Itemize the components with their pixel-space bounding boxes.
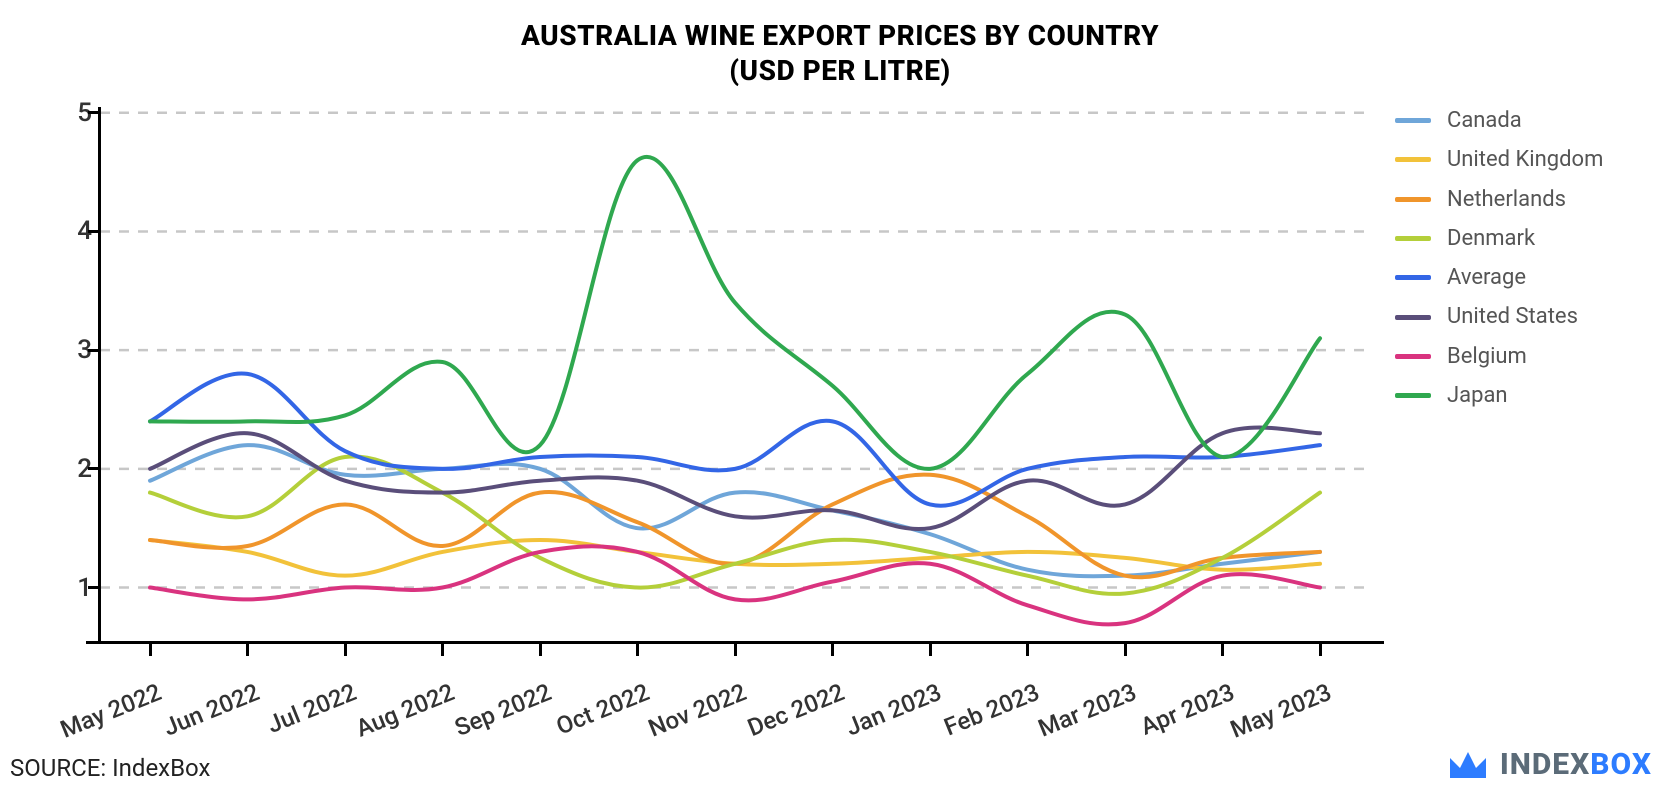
legend-item[interactable]: Denmark: [1395, 226, 1665, 251]
x-tick-mark: [831, 644, 834, 656]
series-line: [150, 540, 1320, 576]
brand-text-prefix: INDEX: [1500, 747, 1590, 782]
brand-logo: INDEXBOX: [1446, 744, 1652, 784]
x-tick-mark: [246, 644, 249, 656]
x-tick-mark: [149, 644, 152, 656]
x-tick-mark: [1026, 644, 1029, 656]
legend-swatch: [1395, 157, 1431, 162]
x-tick-mark: [1319, 644, 1322, 656]
legend-item[interactable]: Canada: [1395, 108, 1665, 133]
chart-title: AUSTRALIA WINE EXPORT PRICES BY COUNTRY …: [0, 18, 1680, 88]
chart-svg: [100, 95, 1370, 635]
legend-label: Belgium: [1447, 344, 1527, 369]
x-tick-mark: [734, 644, 737, 656]
legend-label: Japan: [1447, 383, 1508, 408]
x-tick-mark: [344, 644, 347, 656]
title-line-1: AUSTRALIA WINE EXPORT PRICES BY COUNTRY: [521, 19, 1159, 52]
legend-item[interactable]: Average: [1395, 265, 1665, 290]
legend-item[interactable]: Japan: [1395, 383, 1665, 408]
legend-swatch: [1395, 197, 1431, 202]
series-line: [150, 428, 1320, 530]
legend: Canada United Kingdom Netherlands Denmark Av…: [1395, 108, 1665, 422]
x-tick-mark: [539, 644, 542, 656]
legend-label: Denmark: [1447, 226, 1535, 251]
x-tick-mark: [1124, 644, 1127, 656]
plot-area: [100, 95, 1370, 635]
legend-swatch: [1395, 354, 1431, 359]
brand-text: INDEXBOX: [1500, 747, 1652, 782]
crown-icon: [1446, 744, 1490, 784]
legend-item[interactable]: Belgium: [1395, 344, 1665, 369]
x-tick-mark: [929, 644, 932, 656]
title-line-2: (USD PER LITRE): [729, 54, 951, 87]
legend-label: Canada: [1447, 108, 1522, 133]
legend-item[interactable]: United States: [1395, 304, 1665, 329]
chart-container: AUSTRALIA WINE EXPORT PRICES BY COUNTRY …: [0, 0, 1680, 800]
x-tick-mark: [636, 644, 639, 656]
legend-label: Netherlands: [1447, 187, 1566, 212]
legend-swatch: [1395, 118, 1431, 123]
series-line: [150, 157, 1320, 469]
legend-swatch: [1395, 275, 1431, 280]
legend-swatch: [1395, 315, 1431, 320]
legend-item[interactable]: Netherlands: [1395, 187, 1665, 212]
x-tick-mark: [441, 644, 444, 656]
series-line: [150, 546, 1320, 624]
legend-label: Average: [1447, 265, 1526, 290]
x-tick-mark: [1221, 644, 1224, 656]
legend-swatch: [1395, 236, 1431, 241]
y-axis-line: [98, 107, 101, 641]
source-attribution: SOURCE: IndexBox: [10, 754, 210, 782]
legend-swatch: [1395, 393, 1431, 398]
series-line: [150, 373, 1320, 505]
x-axis-line: [86, 641, 1384, 644]
legend-label: United Kingdom: [1447, 147, 1603, 172]
brand-text-suffix: BOX: [1590, 747, 1652, 782]
legend-item[interactable]: United Kingdom: [1395, 147, 1665, 172]
legend-label: United States: [1447, 304, 1578, 329]
